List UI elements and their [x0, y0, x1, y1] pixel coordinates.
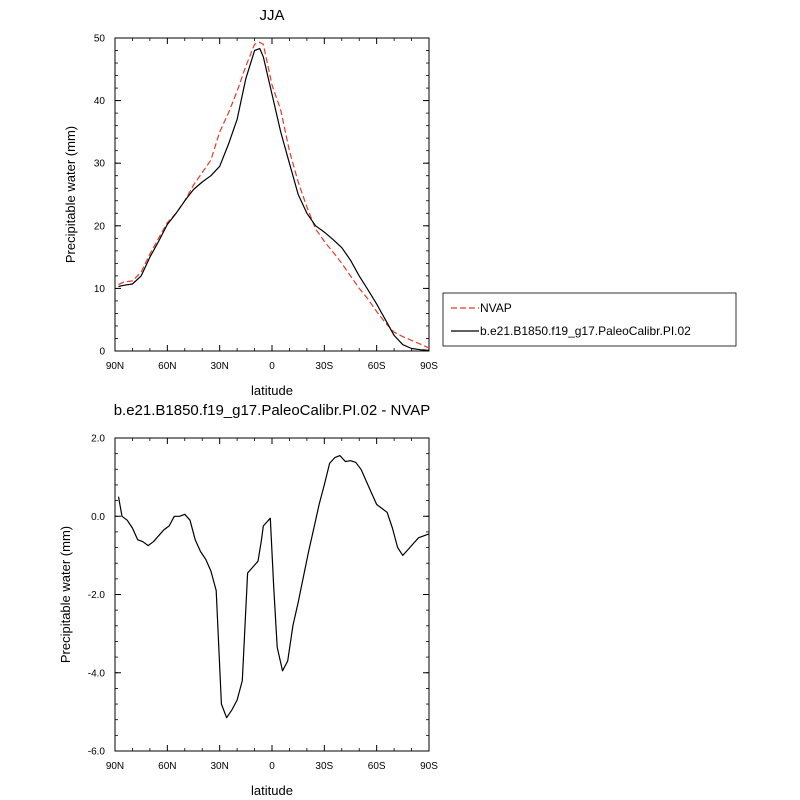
top-chart-x-ticks: 90N 60N 30N 0 30S 60S 90S [106, 38, 438, 372]
x-tick-label: 0 [269, 761, 275, 772]
bottom-chart-y-axis-label: Precipitable water (mm) [58, 526, 73, 663]
series-line-difference [117, 455, 430, 719]
y-tick-label: 30 [94, 159, 106, 170]
x-tick-label: 90S [420, 761, 438, 772]
bottom-chart-x-ticks: 90N 60N 30N 0 30S 60S 90S [106, 438, 438, 772]
y-tick-label: -6.0 [88, 747, 106, 758]
y-tick-label: 2.0 [91, 434, 105, 445]
bottom-chart-y-ticks: 2.0 0.0 -2.0 -4.0 -6.0 [88, 434, 429, 758]
x-tick-label: 30N [210, 361, 228, 372]
legend-box [442, 292, 737, 347]
x-tick-label: 90S [420, 361, 438, 372]
y-tick-label: -4.0 [88, 668, 106, 679]
x-tick-label: 60N [158, 361, 176, 372]
top-chart-legend: NVAP b.e21.B1850.f19_g17.PaleoCalibr.PI.… [442, 292, 737, 347]
legend-label-nvap: NVAP [480, 301, 512, 315]
x-tick-label: 0 [269, 361, 275, 372]
top-chart-y-ticks: 0 10 20 30 40 50 [94, 34, 429, 358]
x-tick-label: 60S [368, 361, 386, 372]
bottom-chart: b.e21.B1850.f19_g17.PaleoCalibr.PI.02 - … [58, 402, 438, 798]
bottom-chart-series [117, 455, 430, 719]
y-tick-label: 20 [94, 221, 106, 232]
series-line-nvap [118, 41, 430, 349]
y-tick-label: 50 [94, 34, 106, 45]
series-line-model [118, 47, 430, 351]
y-tick-label: 40 [94, 96, 106, 107]
top-chart-title: JJA [259, 7, 284, 24]
top-chart: JJA 90N 60N 30N 0 30S 60S 90S 0 10 20 30 40 50 lati… [63, 7, 737, 398]
legend-label-model: b.e21.B1850.f19_g17.PaleoCalibr.PI.02 [480, 324, 691, 338]
x-tick-label: 60S [368, 761, 386, 772]
x-tick-label: 60N [158, 761, 176, 772]
x-tick-label: 30N [210, 761, 228, 772]
top-chart-y-axis-label: Precipitable water (mm) [63, 126, 78, 263]
top-chart-series [118, 41, 430, 351]
x-tick-label: 30S [315, 361, 333, 372]
x-tick-label: 90N [106, 361, 124, 372]
top-chart-x-axis-label: latitude [251, 383, 293, 398]
bottom-chart-plot-frame [114, 437, 430, 752]
y-tick-label: 0 [99, 347, 105, 358]
x-tick-label: 90N [106, 761, 124, 772]
x-tick-label: 30S [315, 761, 333, 772]
y-tick-label: -2.0 [88, 590, 106, 601]
y-tick-label: 0.0 [91, 512, 105, 523]
bottom-chart-title: b.e21.B1850.f19_g17.PaleoCalibr.PI.02 - … [114, 402, 431, 419]
y-tick-label: 10 [94, 284, 106, 295]
bottom-chart-x-axis-label: latitude [251, 783, 293, 798]
